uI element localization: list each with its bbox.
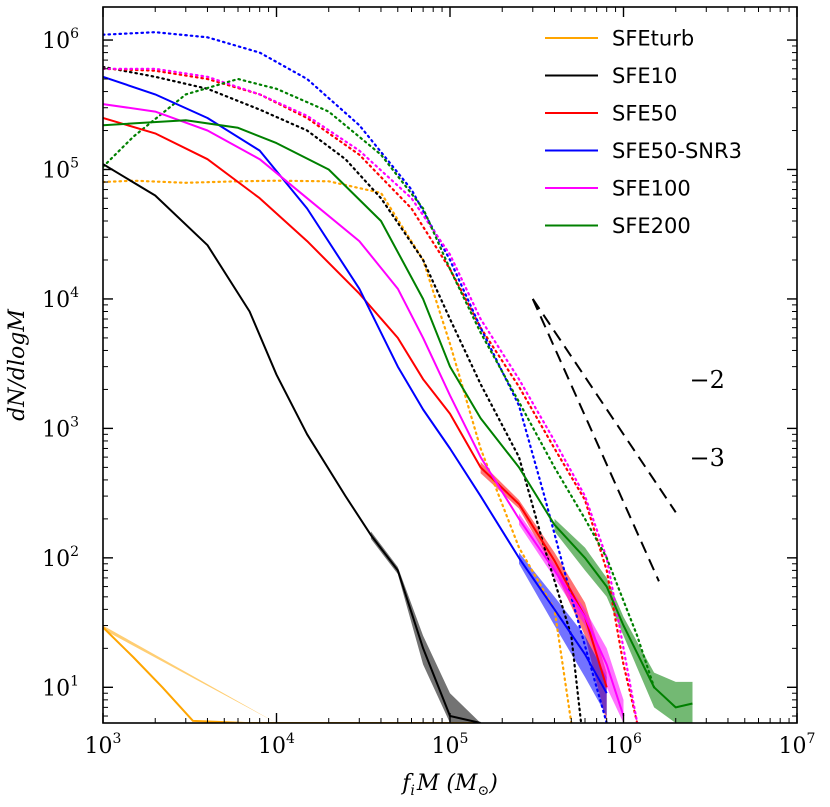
solid-line-sfe50 <box>103 117 608 688</box>
legend-label-sfe100: SFE100 <box>612 177 691 201</box>
band-sfe50-snr3 <box>519 552 607 716</box>
legend-label-sfe50: SFE50 <box>612 102 677 126</box>
uncertainty-bands <box>103 462 693 723</box>
dotted-line-sfe200 <box>103 77 656 689</box>
x-tick-label: 107 <box>779 731 816 759</box>
solid-line-sfe200 <box>103 119 693 709</box>
slope-label: −2 <box>689 366 724 394</box>
legend: SFEturb SFE10 SFE50 SFE50-SNR3 SFE100 SFE200 <box>545 27 742 238</box>
solid-line-sfe100 <box>103 103 625 717</box>
solid-line-sfeturb <box>103 626 481 723</box>
solid-line-sfe10 <box>103 163 481 723</box>
x-tick-label: 105 <box>432 731 469 759</box>
dotted-line-sfeturb <box>103 179 573 723</box>
dotted-series <box>103 31 656 723</box>
band-sfe200 <box>554 518 693 723</box>
y-tick-label: 103 <box>42 414 79 442</box>
x-tick-label: 104 <box>258 731 295 759</box>
band-sfe10 <box>370 531 481 723</box>
y-tick-label: 106 <box>42 26 79 54</box>
legend-label-sfe50-snr3: SFE50-SNR3 <box>612 139 742 163</box>
axis-ticks: 103 104 105 106 107 101 102 103 104 105 106 <box>42 7 815 759</box>
slope-line <box>531 298 660 582</box>
legend-label-sfe200: SFE200 <box>612 214 691 238</box>
y-tick-label: 101 <box>42 673 79 701</box>
legend-label-sfe10: SFE10 <box>612 64 677 88</box>
slope-annotations: −2 −3 <box>531 298 725 582</box>
slope-label: −3 <box>689 444 724 472</box>
dotted-line-sfe10 <box>103 65 583 723</box>
solid-series <box>103 75 693 723</box>
solid-line-sfe50-snr3 <box>103 75 608 694</box>
x-axis-label: fiM (M⊙) <box>400 771 498 799</box>
dotted-line-sfe50-snr3 <box>103 31 608 723</box>
y-axis-label: dN/dlogM <box>5 309 30 421</box>
y-tick-label: 105 <box>42 155 79 183</box>
x-tick-label: 103 <box>85 731 122 759</box>
x-tick-label: 106 <box>605 731 642 759</box>
y-tick-label: 104 <box>42 285 79 313</box>
y-tick-label: 102 <box>42 544 79 572</box>
slope-line <box>531 298 677 513</box>
legend-label-sfeturb: SFEturb <box>612 27 694 51</box>
